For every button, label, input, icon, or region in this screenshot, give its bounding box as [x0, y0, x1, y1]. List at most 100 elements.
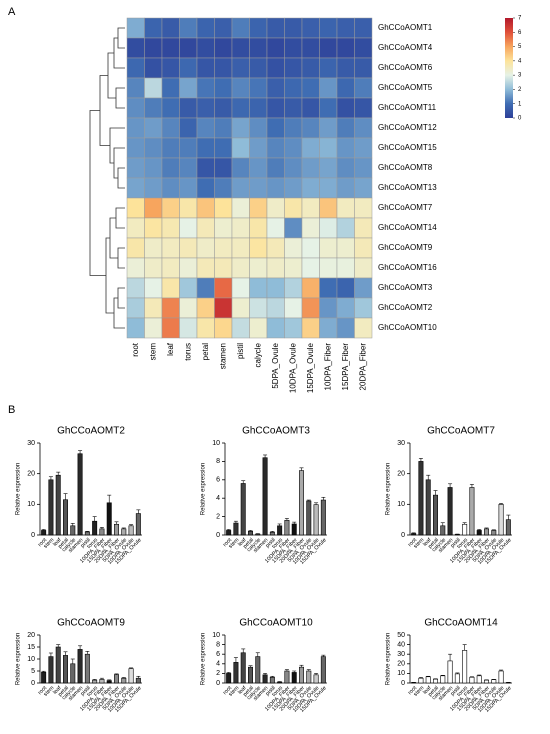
bar — [440, 525, 446, 536]
heat-cell — [336, 197, 355, 219]
heat-cell — [126, 37, 145, 59]
bar — [128, 668, 134, 684]
bar — [106, 680, 112, 684]
heat-cell — [126, 237, 145, 259]
x-tick-label: root — [37, 537, 48, 548]
heat-cell — [284, 117, 303, 139]
heat-cell — [196, 157, 215, 179]
heat-cell — [231, 277, 250, 299]
y-axis-label: Relative expression — [201, 633, 207, 685]
heat-cell — [231, 257, 250, 279]
heat-cell — [161, 297, 180, 319]
heat-cell — [301, 137, 320, 159]
heat-cell — [354, 37, 373, 59]
heat-cell — [266, 277, 285, 299]
heat-cell — [214, 117, 233, 139]
y-tick-label: 10 — [212, 632, 220, 639]
heat-cell — [249, 37, 268, 59]
colorbar-tick-label: 1 — [518, 101, 522, 107]
x-tick-label: leaf — [52, 685, 63, 696]
x-tick-label: root — [407, 685, 418, 696]
heat-cell — [284, 157, 303, 179]
heat-cell — [301, 157, 320, 179]
row-label: GhCCoAOMT1 — [378, 23, 433, 32]
column-label: leaf — [166, 342, 175, 356]
heat-cell — [231, 317, 250, 339]
bar — [48, 479, 54, 536]
heat-cell — [319, 277, 338, 299]
colorbar-tick-label: 0 — [518, 116, 522, 122]
bar — [99, 528, 105, 536]
bar — [269, 676, 275, 684]
bar — [425, 479, 431, 536]
heat-cell — [231, 177, 250, 199]
heat-cell — [301, 217, 320, 239]
y-tick-label: 10 — [27, 656, 35, 663]
heat-cell — [301, 97, 320, 119]
bar — [433, 678, 438, 684]
heat-cell — [249, 117, 268, 139]
heat-cell — [196, 77, 215, 99]
heat-cell — [161, 57, 180, 79]
heat-cell — [266, 77, 285, 99]
bar — [240, 483, 246, 536]
heat-cell — [214, 317, 233, 339]
bar — [306, 500, 312, 536]
bar — [92, 520, 98, 536]
bar — [262, 674, 268, 684]
bar — [476, 675, 482, 684]
x-tick-label: leaf — [237, 685, 248, 696]
y-tick-label: 6 — [216, 477, 220, 484]
bar — [63, 655, 68, 684]
heat-cell — [249, 17, 268, 39]
heat-cell — [301, 237, 320, 259]
heat-cell — [284, 277, 303, 299]
heat-cell — [266, 37, 285, 59]
chart-title: GhCCoAOMT10 — [239, 618, 313, 629]
heat-cell — [319, 37, 338, 59]
y-tick-label: 20 — [27, 632, 35, 639]
y-tick-label: 8 — [216, 458, 220, 465]
heat-cell — [301, 77, 320, 99]
column-label: stem — [148, 343, 157, 361]
bar — [84, 653, 90, 684]
heat-cell — [179, 157, 198, 179]
heat-cell — [336, 217, 355, 239]
heat-cell — [301, 297, 320, 319]
heat-cell — [284, 197, 303, 219]
bar — [41, 671, 47, 684]
heat-cell — [144, 97, 163, 119]
heat-cell — [179, 177, 198, 199]
heat-cell — [301, 37, 320, 59]
heat-cell — [179, 57, 198, 79]
heat-cell — [179, 217, 198, 239]
heat-cell — [266, 317, 285, 339]
heat-cell — [249, 297, 268, 319]
y-tick-label: 10 — [397, 670, 405, 677]
heat-cell — [266, 217, 285, 239]
heat-cell — [319, 297, 338, 319]
column-label: 15DPA_Fiber — [341, 343, 350, 391]
row-label: GhCCoAOMT13 — [378, 183, 437, 192]
heat-cell — [126, 117, 145, 139]
bar — [55, 474, 61, 536]
heat-cell — [336, 137, 355, 159]
heat-cell — [336, 157, 355, 179]
heat-cell — [196, 297, 215, 319]
heat-cell — [144, 37, 163, 59]
heat-cell — [144, 217, 163, 239]
heat-cell — [319, 17, 338, 39]
heat-cell — [354, 257, 373, 279]
x-tick-label: leaf — [52, 537, 63, 548]
column-label: 10DPA_Fiber — [323, 343, 332, 391]
heat-cell — [161, 17, 180, 39]
heat-cell — [179, 257, 198, 279]
heat-cell — [144, 297, 163, 319]
heat-cell — [336, 17, 355, 39]
heat-cell — [161, 317, 180, 339]
heat-cell — [126, 57, 145, 79]
x-tick-label: root — [407, 537, 418, 548]
heat-cell — [284, 257, 303, 279]
heat-cell — [249, 57, 268, 79]
bar — [121, 677, 127, 684]
